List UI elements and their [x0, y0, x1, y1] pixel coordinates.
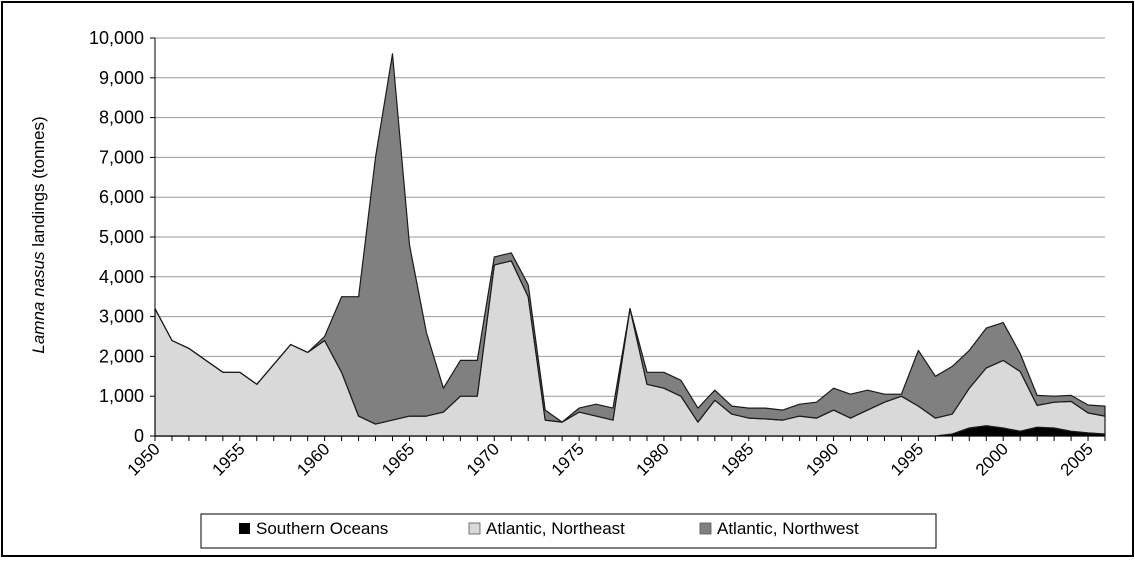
- legend: Southern Oceans Atlantic, Northeast Atla…: [200, 513, 937, 549]
- y-axis-title-units: landings (tonnes): [29, 116, 48, 251]
- legend-swatch-atlantic-northwest: [699, 522, 712, 535]
- legend-label-atlantic-northwest: Atlantic, Northwest: [717, 519, 859, 538]
- y-tick-label-1000: 1,000: [99, 386, 144, 406]
- y-tick-label-10000: 10,000: [89, 28, 144, 48]
- legend-label-southern-oceans: Southern Oceans: [256, 519, 388, 538]
- y-axis-title-species: Lamna nasus: [29, 251, 48, 354]
- area-atlantic-northwest: [154, 53, 1106, 425]
- y-tick-label-7000: 7,000: [99, 147, 144, 167]
- y-tick-label-6000: 6,000: [99, 187, 144, 207]
- legend-box: [200, 513, 937, 549]
- y-tick-label-0: 0: [134, 426, 144, 446]
- y-tick-label-8000: 8,000: [99, 108, 144, 128]
- legend-swatch-southern-oceans: [239, 523, 250, 534]
- y-tick-label-5000: 5,000: [99, 227, 144, 247]
- legend-label-atlantic-northeast: Atlantic, Northeast: [486, 519, 625, 538]
- y-tick-label-4000: 4,000: [99, 267, 144, 287]
- y-tick-label-3000: 3,000: [99, 307, 144, 327]
- legend-swatch-atlantic-northeast: [468, 522, 481, 535]
- y-axis-title: Lamna nasus landings (tonnes): [29, 116, 48, 353]
- y-tick-label-9000: 9,000: [99, 68, 144, 88]
- y-tick-label-2000: 2,000: [99, 346, 144, 366]
